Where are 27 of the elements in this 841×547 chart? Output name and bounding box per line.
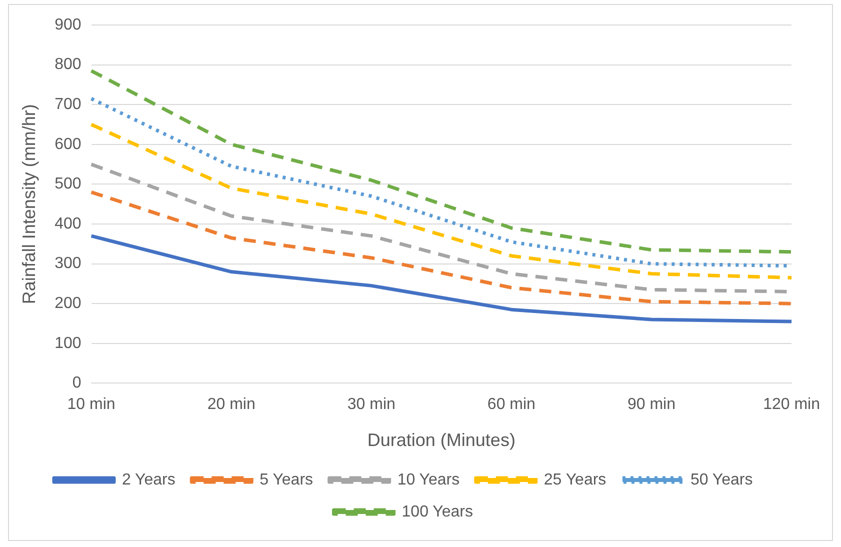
x-tick-label: 30 min (347, 396, 396, 414)
y-tick-label: 800 (54, 56, 82, 74)
line-series (90, 190, 794, 306)
y-tick-label: 500 (54, 176, 82, 193)
y-tick-label: 100 (54, 334, 82, 352)
y-tick-label: 300 (54, 255, 82, 272)
x-tick-label: 90 min (627, 396, 676, 414)
x-axis-title: Duration (Minutes) (367, 430, 516, 450)
y-tick-label: 400 (54, 215, 82, 232)
x-tick-label: 60 min (487, 396, 536, 414)
x-tick-label: 120 min (763, 396, 820, 414)
y-tick-label: 600 (54, 136, 82, 153)
line-series (90, 122, 794, 280)
legend-label: 50 Years (690, 471, 753, 488)
y-tick-label: 0 (72, 374, 82, 392)
y-tick-label: 200 (54, 295, 82, 312)
x-tick-label: 20 min (207, 396, 256, 414)
legend-label: 2 Years (122, 471, 176, 488)
legend-label: 100 Years (402, 503, 473, 520)
y-tick-label: 700 (54, 96, 82, 114)
x-tick-label: 10 min (67, 396, 116, 414)
line-series (90, 69, 794, 254)
legend-label: 5 Years (260, 471, 314, 488)
legend-label: 10 Years (397, 471, 460, 488)
y-tick-label: 900 (54, 16, 82, 34)
legend-label: 25 Years (544, 471, 606, 488)
y-axis-title: Rainfall Intensity (mm/hr) (18, 104, 39, 304)
